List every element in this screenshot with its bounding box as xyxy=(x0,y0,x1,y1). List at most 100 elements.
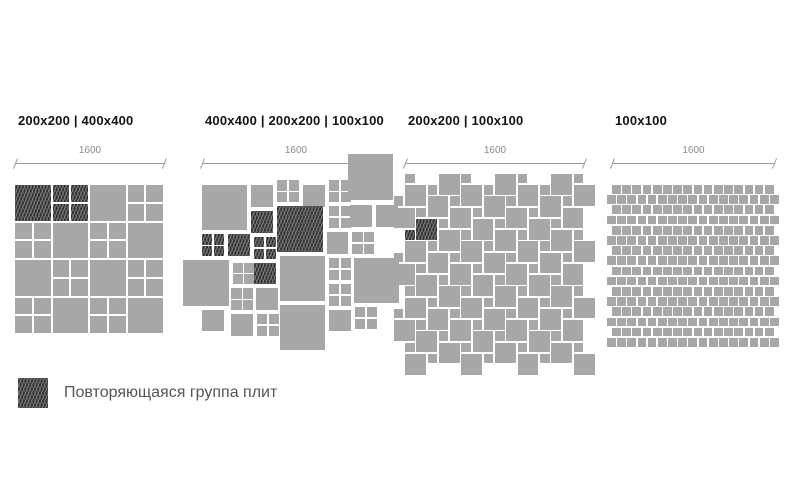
tile xyxy=(673,307,682,317)
tile xyxy=(606,195,616,204)
tile xyxy=(617,337,626,347)
tile xyxy=(573,286,584,296)
tile xyxy=(749,297,759,306)
tile xyxy=(405,297,426,319)
tile xyxy=(744,266,754,276)
tile xyxy=(393,207,415,229)
tile xyxy=(724,246,733,255)
tile xyxy=(90,297,107,315)
tile xyxy=(688,235,698,245)
tile xyxy=(642,205,652,215)
tile xyxy=(662,205,672,215)
repeat-group-tile xyxy=(251,210,274,233)
tile xyxy=(688,297,698,306)
tile xyxy=(472,275,494,296)
tile xyxy=(617,256,626,266)
tile xyxy=(326,232,349,254)
tile xyxy=(647,337,657,347)
tile xyxy=(703,327,713,337)
tile xyxy=(744,205,754,215)
dimension-line xyxy=(15,163,165,164)
dimension-line xyxy=(612,163,775,164)
tile xyxy=(405,241,426,263)
tile xyxy=(627,337,637,347)
tile xyxy=(678,256,687,266)
tile xyxy=(652,266,662,276)
tile xyxy=(739,337,749,347)
tile xyxy=(719,235,728,245)
tile xyxy=(759,297,769,306)
tile xyxy=(713,246,723,255)
tile xyxy=(393,308,404,319)
tile xyxy=(673,185,682,194)
tile xyxy=(688,256,698,266)
dimension-line xyxy=(202,163,390,164)
tile xyxy=(15,241,32,259)
panel-1-title: 200x200 | 400x400 xyxy=(18,113,134,128)
tile xyxy=(678,297,687,306)
tile xyxy=(438,342,460,364)
tile xyxy=(703,205,713,215)
tile xyxy=(528,320,539,330)
tile xyxy=(340,217,351,229)
tile xyxy=(606,276,616,286)
tile xyxy=(642,246,652,255)
tile-board-2 xyxy=(183,154,399,373)
tile xyxy=(719,297,728,306)
tile xyxy=(627,297,637,306)
tile xyxy=(562,308,573,319)
tile xyxy=(734,327,744,337)
tile xyxy=(353,257,399,304)
dimension-label: 1600 xyxy=(284,145,308,156)
tile xyxy=(146,185,164,202)
repeat-group-swatch xyxy=(18,378,48,408)
tile xyxy=(698,337,708,347)
tile xyxy=(622,205,631,215)
tile xyxy=(724,286,733,296)
tile xyxy=(202,309,224,332)
tile xyxy=(744,185,754,194)
tile xyxy=(724,225,733,235)
tile xyxy=(764,246,774,255)
tile xyxy=(724,307,733,317)
tile xyxy=(698,235,708,245)
tile xyxy=(364,232,375,243)
tile xyxy=(562,263,584,285)
tile xyxy=(642,266,652,276)
tile xyxy=(744,246,754,255)
tile xyxy=(427,185,438,195)
tile xyxy=(673,225,682,235)
tile xyxy=(573,185,595,206)
tile xyxy=(693,327,703,337)
repeat-group-tile xyxy=(277,206,323,252)
tile xyxy=(724,266,733,276)
tile xyxy=(517,241,539,263)
tile xyxy=(551,342,573,364)
tile xyxy=(438,218,449,229)
tile xyxy=(769,195,779,204)
tile xyxy=(146,260,164,277)
tile xyxy=(744,225,754,235)
tile xyxy=(438,331,449,341)
tile xyxy=(562,252,573,263)
tile xyxy=(662,246,672,255)
tile xyxy=(472,320,483,330)
tile xyxy=(729,337,738,347)
repeat-group-tile xyxy=(405,230,415,240)
tile xyxy=(734,225,744,235)
tile xyxy=(427,241,438,251)
tile xyxy=(606,297,616,306)
tile xyxy=(769,317,779,327)
tile xyxy=(688,337,698,347)
tile xyxy=(461,286,471,296)
tile xyxy=(517,185,539,206)
tile xyxy=(517,342,528,353)
tile xyxy=(540,308,561,330)
tile xyxy=(647,256,657,266)
repeat-group-tile xyxy=(202,234,213,245)
tile xyxy=(33,222,51,240)
tile xyxy=(328,269,340,280)
tile xyxy=(427,308,449,330)
tile xyxy=(637,195,647,204)
tile xyxy=(405,286,415,296)
